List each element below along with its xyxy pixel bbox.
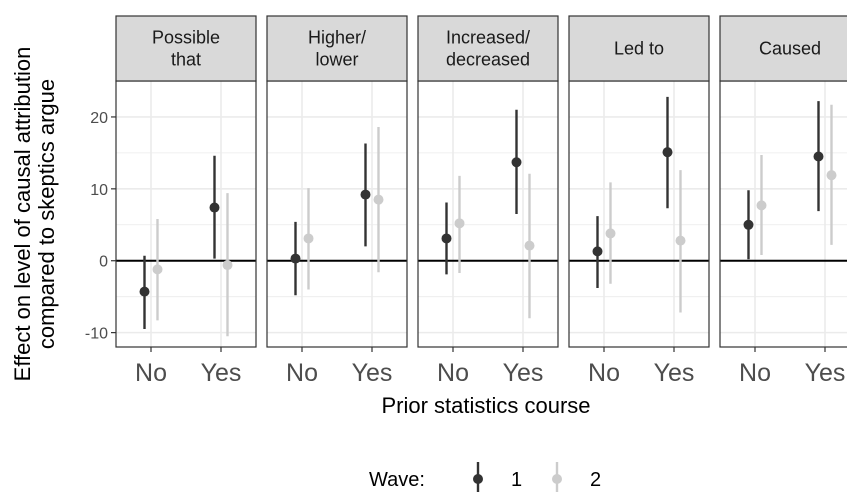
panel-4: Led to No Yes (568, 15, 710, 387)
point-wave1 (290, 253, 301, 264)
point-wave2 (605, 228, 616, 239)
point-wave1 (441, 233, 452, 244)
panel-background (418, 81, 558, 347)
point-wave2 (303, 233, 314, 244)
facet-strip (115, 15, 257, 82)
x-tick-label: No (588, 359, 620, 387)
facet-strip (417, 15, 559, 82)
x-tick-label: No (739, 359, 771, 387)
facet-strip (266, 15, 408, 82)
x-axis-title: Prior statistics course (381, 393, 590, 418)
legend-key-point-wave2 (552, 474, 562, 484)
panel-3: Increased/decreased No Yes (417, 15, 559, 387)
point-wave2 (373, 194, 384, 205)
x-tick-label: Yes (352, 359, 393, 387)
x-tick-label: No (286, 359, 318, 387)
panel-2: Higher/lower No Yes (266, 15, 408, 387)
legend-label: 2 (590, 469, 601, 491)
point-wave1 (813, 151, 824, 162)
y-axis-title-line: Effect on level of causal attribution (10, 47, 35, 382)
facet-label: Caused (759, 39, 821, 59)
legend-label: 1 (511, 469, 522, 491)
panel-background (116, 81, 256, 347)
facet-strip (568, 15, 710, 82)
y-axis-title-line: compared to skeptics argue (34, 79, 59, 349)
point-wave1 (511, 157, 522, 168)
x-tick-label: No (437, 359, 469, 387)
facet-strip (719, 15, 847, 82)
point-wave1 (662, 147, 673, 158)
point-wave2 (756, 200, 767, 211)
facet-label: lower (315, 50, 358, 70)
x-tick-label: Yes (201, 359, 242, 387)
point-wave1 (139, 286, 150, 297)
point-wave2 (826, 170, 837, 181)
panel-background (720, 81, 847, 347)
x-tick-label: Yes (805, 359, 846, 387)
panel-background (267, 81, 407, 347)
facet-label: that (171, 50, 201, 70)
panel-5: Caused No Yes (719, 15, 847, 387)
point-wave2 (675, 235, 686, 246)
point-wave2 (454, 218, 465, 229)
x-tick-label: No (135, 359, 167, 387)
x-tick-label: Yes (654, 359, 695, 387)
x-tick-label: Yes (503, 359, 544, 387)
facet-label: decreased (446, 50, 530, 70)
point-wave2 (222, 260, 233, 271)
legend-title: Wave: (369, 469, 425, 491)
point-wave1 (592, 246, 603, 257)
point-wave2 (152, 264, 163, 275)
panel-background (569, 81, 709, 347)
point-wave1 (360, 189, 371, 200)
y-tick-label: 10 (90, 182, 108, 199)
legend: Wave: 1 2 (369, 462, 601, 492)
facet-label: Increased/ (446, 28, 530, 48)
y-tick-label: 0 (99, 254, 108, 271)
point-wave1 (209, 202, 220, 213)
y-tick-label: -10 (85, 326, 108, 343)
facet-label: Possible (152, 28, 220, 48)
facet-label: Led to (614, 39, 664, 59)
y-tick-label: 20 (90, 110, 108, 127)
legend-key-point-wave1 (473, 474, 483, 484)
point-wave2 (524, 240, 535, 251)
facet-label: Higher/ (308, 28, 366, 48)
y-axis-title: Effect on level of causal attributioncom… (10, 47, 59, 382)
point-wave1 (743, 219, 754, 230)
